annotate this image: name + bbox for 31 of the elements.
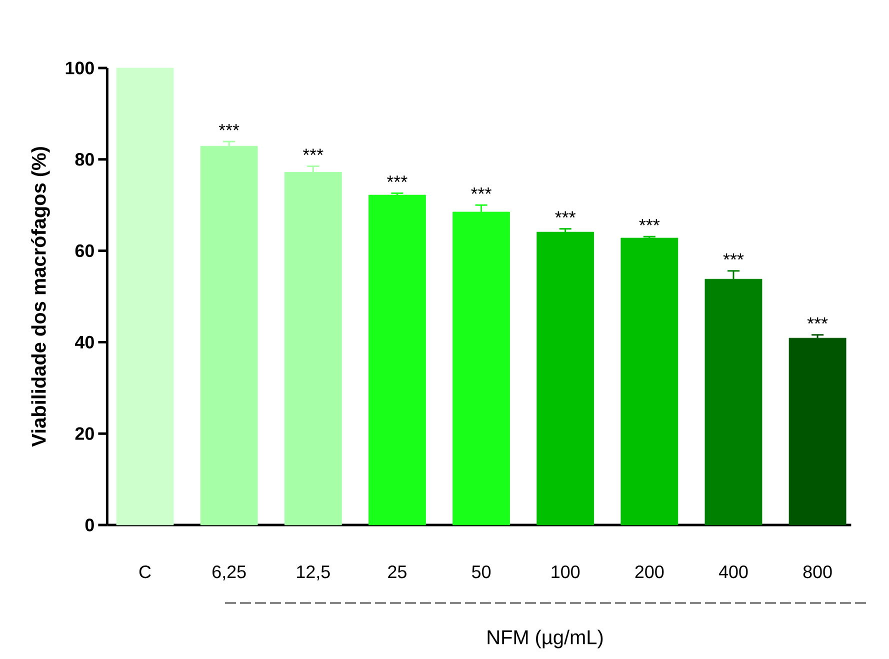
x-tick-label: 800 (803, 566, 832, 578)
x-tick-label: 400 (718, 566, 748, 578)
x-tick-label: 200 (635, 566, 664, 578)
annotation: *** (723, 253, 744, 260)
x-tick-label: 50 (472, 566, 491, 578)
bar (116, 68, 174, 526)
annotation: *** (387, 176, 408, 182)
annotation: *** (218, 124, 240, 130)
y-tick-label: 60 (75, 244, 94, 258)
bar (620, 238, 678, 526)
annotation: *** (471, 188, 492, 194)
bar (368, 194, 426, 526)
annotation: *** (807, 317, 828, 324)
bar (200, 146, 258, 526)
x-tick-label: 6,25 (212, 566, 246, 580)
y-tick-label: 40 (74, 336, 94, 349)
x-tick-label: 100 (552, 566, 580, 578)
annotation: *** (302, 148, 324, 155)
bar (788, 338, 846, 526)
x-tick-label: C (139, 566, 151, 578)
x-axis-title: NFM (µg/mL) (488, 630, 603, 648)
bar (536, 232, 594, 526)
y-tick-label: 20 (75, 427, 94, 440)
y-tick-label: 80 (75, 153, 94, 166)
y-tick-label: 0 (85, 518, 94, 532)
x-tick-label: 12,5 (297, 566, 330, 580)
y-tick-label: 100 (66, 62, 94, 74)
x-tick-label: 25 (388, 566, 406, 578)
annotation: *** (555, 211, 576, 218)
y-axis-title: Viabilidade dos macrófagos (%) (31, 147, 50, 447)
annotation: *** (639, 219, 660, 226)
